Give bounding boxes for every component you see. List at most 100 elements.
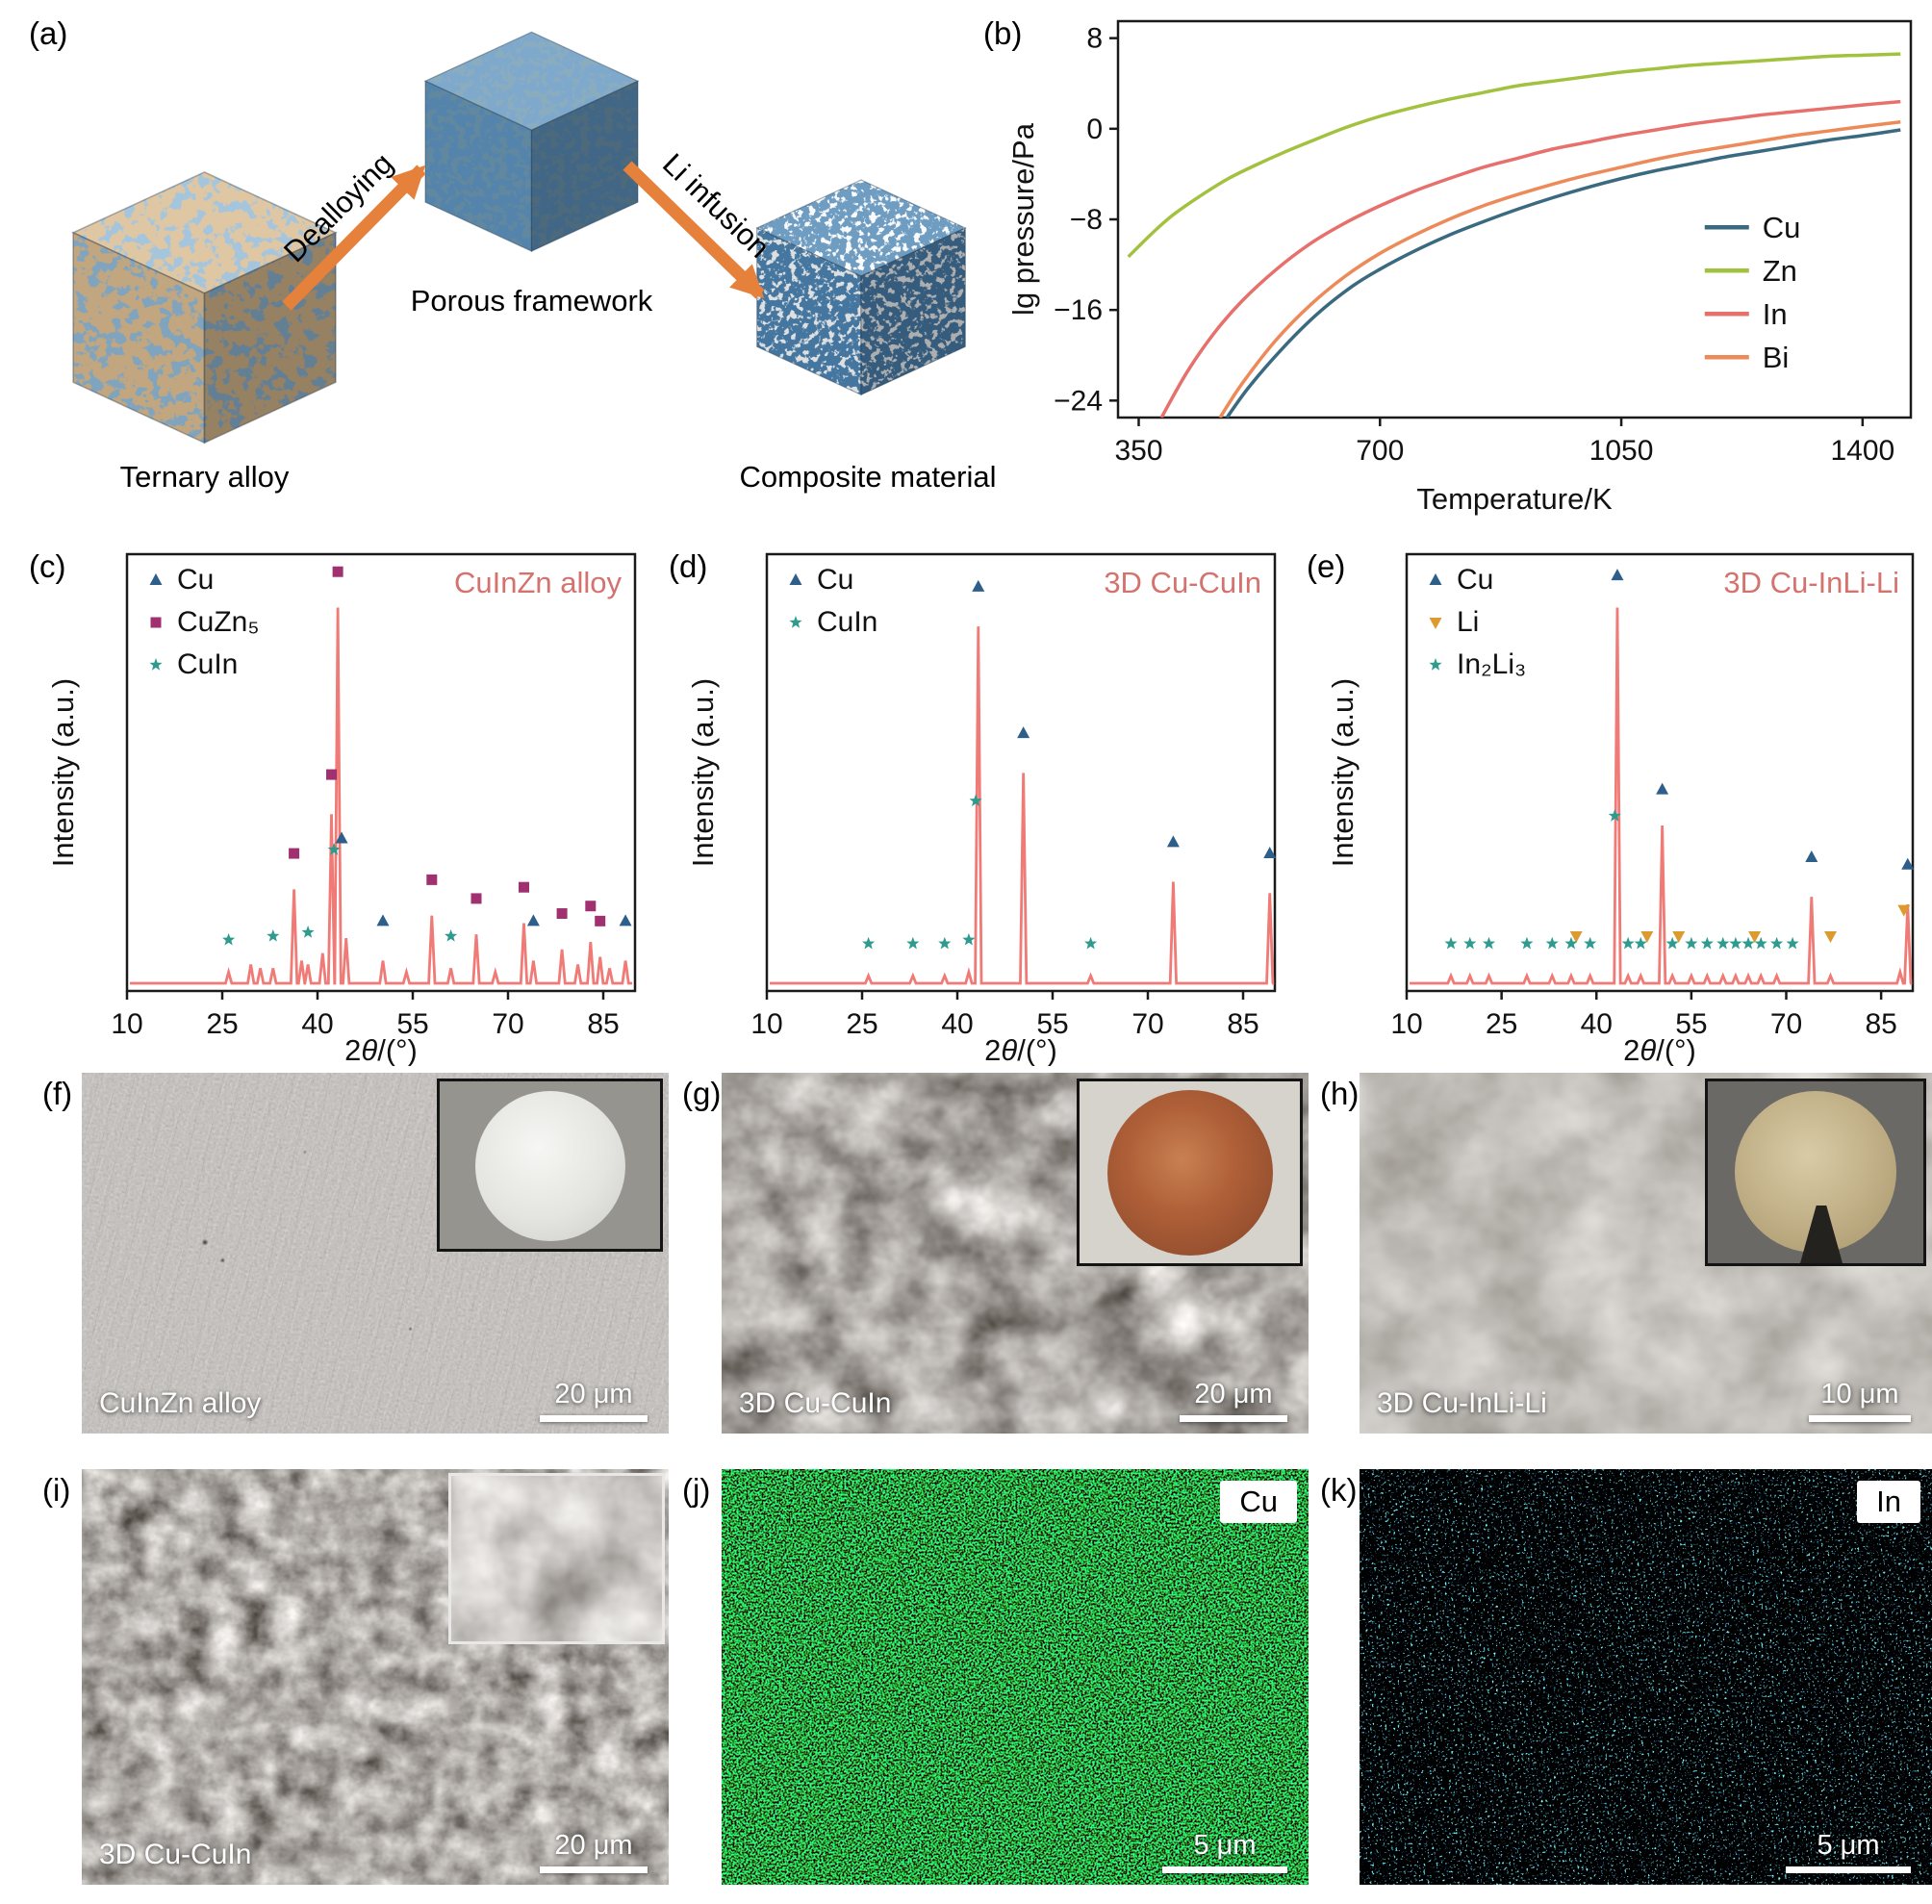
sem-image-3d-cu-cuin-closeup: 3D Cu-CuIn 20 μm	[82, 1469, 669, 1885]
cube-label-porous-framework: Porous framework	[410, 284, 653, 317]
svg-text:70: 70	[1131, 1008, 1163, 1040]
panel-letter-c: (c)	[29, 548, 66, 584]
svg-text:40: 40	[941, 1008, 973, 1040]
svg-text:Bi: Bi	[1763, 341, 1790, 374]
svg-text:1050: 1050	[1589, 435, 1654, 467]
panel-letter-d: (d)	[669, 548, 708, 584]
photo-inset-gold-disc	[1705, 1079, 1926, 1266]
element-tag: In	[1857, 1481, 1920, 1523]
scale-bar-text: 10 μm	[1820, 1379, 1899, 1409]
panel-letter-k: (k)	[1320, 1472, 1358, 1508]
scale-bar-line	[1786, 1866, 1911, 1873]
svg-text:Cu: Cu	[177, 564, 214, 596]
ternary-alloy-cube	[71, 171, 338, 444]
svg-text:In₂Li₃: In₂Li₃	[1457, 648, 1526, 680]
vapor-pressure-chart: 350 700 1050 1400 8 0 −8 −16 −24 Temperature/K lg …	[1006, 19, 1913, 516]
copper-disc-photo	[1106, 1090, 1273, 1256]
svg-text:55: 55	[1675, 1008, 1707, 1040]
scale-bar-line	[540, 1415, 648, 1422]
svg-text:CuZn₅: CuZn₅	[177, 606, 259, 638]
svg-text:40: 40	[1581, 1008, 1613, 1040]
svg-text:3D Cu-CuIn: 3D Cu-CuIn	[1104, 566, 1261, 599]
svg-text:55: 55	[1036, 1008, 1068, 1040]
svg-text:−8: −8	[1070, 204, 1103, 236]
svg-text:Li: Li	[1457, 606, 1479, 638]
sample-label: 3D Cu-InLi-Li	[1377, 1387, 1547, 1419]
eds-map-in: In 5 μm	[1360, 1469, 1932, 1885]
svg-text:85: 85	[1227, 1008, 1258, 1040]
panel-letter-i: (i)	[42, 1472, 71, 1508]
svg-text:2θ/(°): 2θ/(°)	[344, 1033, 418, 1066]
xrd-chart-3d-cu-cuin: 10 25 40 55 70 85 2θ/(°) Intensity (a.u.) Cu CuIn…	[686, 552, 1277, 1066]
svg-text:70: 70	[492, 1008, 523, 1040]
svg-text:55: 55	[396, 1008, 428, 1040]
panel-letter-f: (f)	[42, 1076, 73, 1111]
panel-letter-b: (b)	[983, 15, 1023, 51]
scale-bar-text: 20 μm	[1194, 1379, 1273, 1409]
scale-bar: 5 μm	[1162, 1830, 1287, 1873]
sample-label: 3D Cu-CuIn	[739, 1387, 892, 1419]
sem-image-cuinzn-alloy: CuInZn alloy 20 μm	[82, 1073, 669, 1434]
scale-bar-line	[1180, 1415, 1287, 1422]
svg-text:40: 40	[301, 1008, 333, 1040]
scale-bar: 20 μm	[540, 1379, 648, 1422]
svg-text:10: 10	[1390, 1008, 1422, 1040]
silver-disc-photo	[474, 1091, 625, 1241]
svg-text:Intensity (a.u.): Intensity (a.u.)	[46, 678, 80, 867]
sem-zoom-inset	[448, 1473, 665, 1644]
scale-bar: 5 μm	[1786, 1830, 1911, 1873]
sem-image-3d-cu-cuin: 3D Cu-CuIn 20 μm	[722, 1073, 1309, 1434]
svg-text:25: 25	[1486, 1008, 1517, 1040]
sem-image-3d-cu-inli-li: 3D Cu-InLi-Li 10 μm	[1360, 1073, 1932, 1434]
svg-text:1400: 1400	[1830, 435, 1894, 467]
svg-text:CuInZn alloy: CuInZn alloy	[454, 566, 623, 599]
sample-label: 3D Cu-CuIn	[99, 1839, 252, 1870]
eds-map-cu: Cu 5 μm	[722, 1469, 1309, 1885]
svg-text:Cu: Cu	[817, 564, 853, 596]
svg-text:CuIn: CuIn	[817, 606, 877, 638]
porous-framework-cube	[423, 31, 640, 253]
svg-text:70: 70	[1770, 1008, 1802, 1040]
scale-bar-text: 20 μm	[554, 1830, 633, 1861]
svg-text:CuIn: CuIn	[177, 648, 238, 680]
svg-text:Cu: Cu	[1457, 564, 1493, 596]
svg-text:Zn: Zn	[1763, 254, 1797, 288]
svg-text:25: 25	[206, 1008, 238, 1040]
panel-letter-j: (j)	[682, 1472, 711, 1508]
svg-text:Intensity (a.u.): Intensity (a.u.)	[1326, 678, 1360, 867]
svg-text:−24: −24	[1054, 385, 1103, 417]
photo-inset-silver-disc	[437, 1079, 663, 1252]
svg-text:350: 350	[1114, 435, 1162, 467]
svg-text:Temperature/K: Temperature/K	[1416, 482, 1613, 516]
panel-letter-g: (g)	[682, 1076, 722, 1111]
eds-speckle-texture	[1360, 1469, 1932, 1885]
svg-text:In: In	[1763, 297, 1788, 331]
scale-bar-text: 5 μm	[1817, 1830, 1880, 1861]
panel-letter-a: (a)	[29, 15, 68, 51]
svg-text:lg pressure/Pa: lg pressure/Pa	[1006, 122, 1040, 316]
scale-bar: 20 μm	[540, 1830, 648, 1873]
scale-bar-line	[540, 1866, 648, 1873]
photo-inset-copper-disc	[1077, 1079, 1303, 1266]
xrd-chart-3d-cu-inli-li: 10 25 40 55 70 85 2θ/(°) Intensity (a.u.) Cu Li In…	[1326, 552, 1915, 1066]
element-tag: Cu	[1220, 1481, 1297, 1523]
panel-letter-h: (h)	[1320, 1076, 1360, 1111]
sem-zoom-texture	[451, 1476, 662, 1641]
svg-text:−16: −16	[1054, 294, 1103, 326]
composite-material-cube	[755, 179, 967, 396]
svg-text:25: 25	[846, 1008, 877, 1040]
svg-text:10: 10	[750, 1008, 782, 1040]
sample-label: CuInZn alloy	[99, 1387, 262, 1419]
scale-bar-line	[1162, 1866, 1287, 1873]
eds-speckle-texture	[722, 1469, 1309, 1885]
svg-text:2θ/(°): 2θ/(°)	[1623, 1033, 1696, 1066]
svg-text:3D Cu-InLi-Li: 3D Cu-InLi-Li	[1723, 566, 1899, 599]
svg-text:700: 700	[1356, 435, 1404, 467]
scale-bar-text: 20 μm	[554, 1379, 633, 1409]
cube-label-ternary-alloy: Ternary alloy	[119, 460, 290, 494]
svg-text:85: 85	[1865, 1008, 1896, 1040]
panel-letter-e: (e)	[1307, 548, 1346, 584]
scale-bar-line	[1809, 1415, 1911, 1422]
scale-bar: 10 μm	[1809, 1379, 1911, 1422]
